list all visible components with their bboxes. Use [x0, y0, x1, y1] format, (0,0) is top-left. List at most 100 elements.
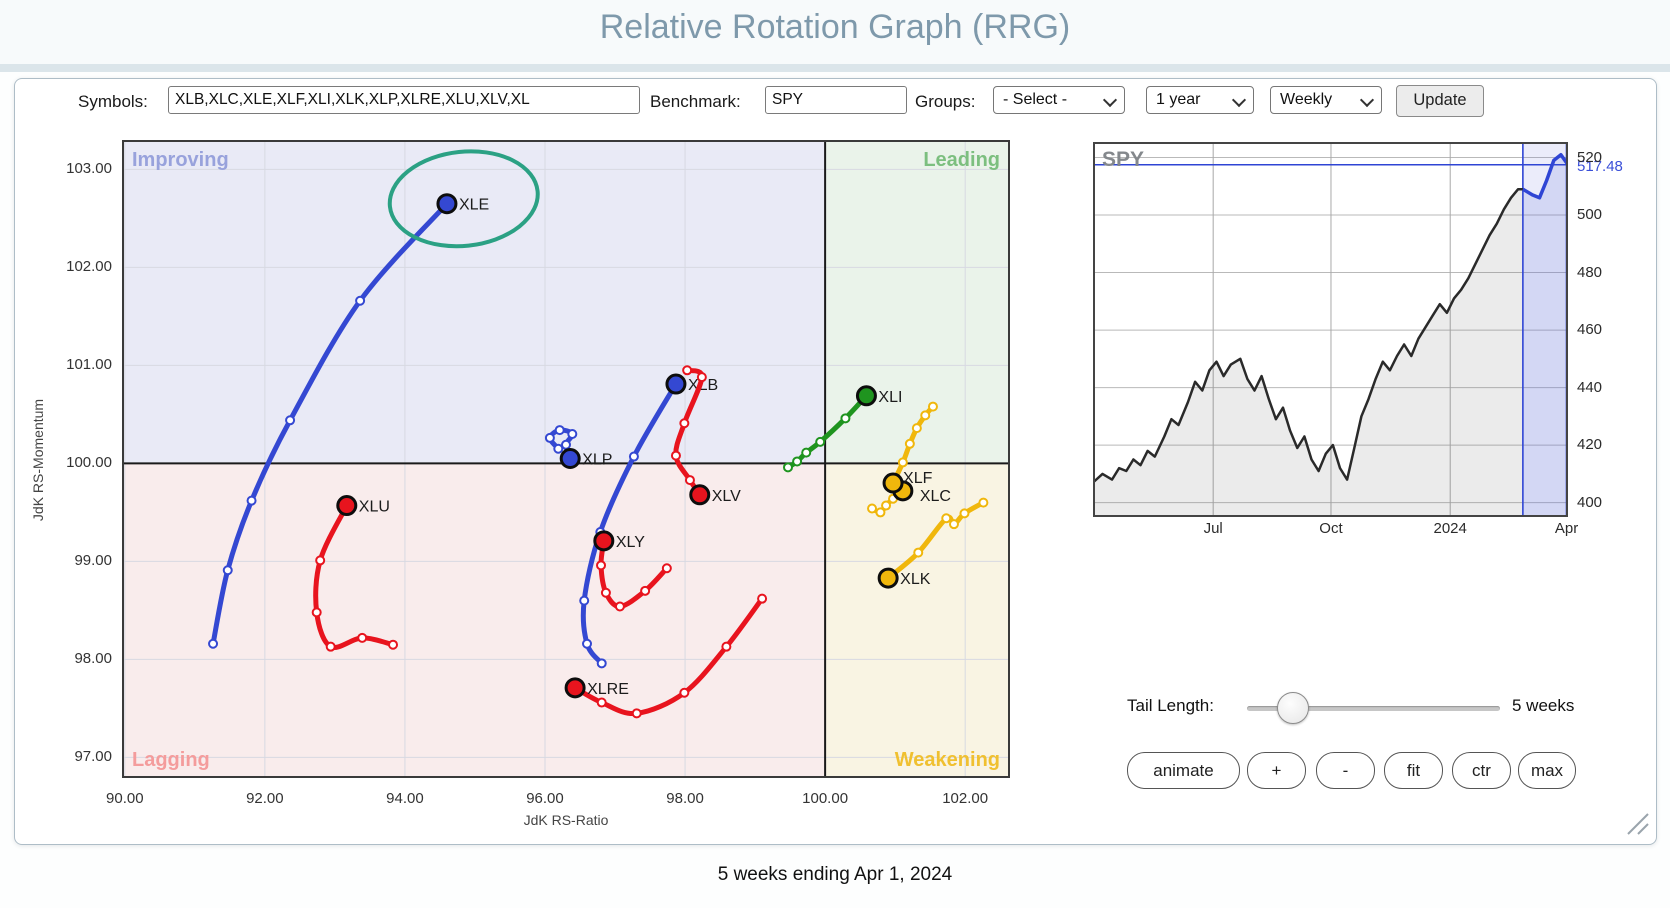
rrg-tail-point-XLY: [600, 587, 611, 598]
rrg-marker-label-XLC: XLC: [920, 488, 951, 505]
spy-y-tick: 520: [1577, 148, 1603, 166]
rrg-tail-point-XLE: [285, 415, 296, 426]
chevron-down-icon: [1359, 92, 1375, 108]
rrg-tail-point-XLV: [684, 475, 695, 486]
rrg-tail-point-XLI: [801, 447, 812, 458]
rrg-tail-point-XLB: [579, 595, 590, 606]
rrg-tail-point-XLC: [875, 507, 886, 518]
rrg-x-tick: 100.00: [802, 790, 849, 807]
rrg-tail-point-XLE: [222, 565, 233, 576]
rrg-x-tick: 96.00: [526, 790, 564, 807]
quadrant-improving: [122, 140, 826, 464]
rrg-tail-point-XLK: [941, 513, 952, 524]
frequency-select[interactable]: Weekly: [1270, 86, 1382, 114]
resize-handle-icon[interactable]: [1622, 808, 1650, 836]
rrg-tail-point-XLP: [553, 443, 564, 454]
rrg-tail-point-XLK: [913, 547, 924, 558]
rrg-tail-point-XLRE: [757, 593, 768, 604]
rrg-marker-XLU[interactable]: [336, 495, 358, 517]
rrg-tail-point-XLK: [959, 508, 970, 519]
rrg-marker-XLK[interactable]: [877, 567, 899, 589]
spy-price-chart[interactable]: [1092, 142, 1570, 522]
symbols-input[interactable]: [168, 86, 640, 114]
footer-caption: 5 weeks ending Apr 1, 2024: [717, 864, 953, 885]
zoom-out-button[interactable]: -: [1316, 752, 1375, 789]
rrg-marker-label-XLF: XLF: [903, 470, 933, 487]
zoom-in-button[interactable]: +: [1247, 752, 1306, 789]
animate-button[interactable]: animate: [1127, 752, 1240, 789]
spy-y-tick: 460: [1577, 321, 1603, 339]
rrg-marker-XLI[interactable]: [855, 385, 877, 407]
rrg-tail-point-XLF: [927, 401, 938, 412]
spy-y-tick: 440: [1577, 378, 1603, 396]
rrg-tail-point-XLF: [897, 457, 908, 468]
rrg-marker-XLV[interactable]: [689, 484, 711, 506]
rrg-tail-point-XLF: [904, 438, 915, 449]
quadrant-weakening: [825, 463, 1010, 778]
rrg-tail-point-XLE: [246, 495, 257, 506]
rrg-y-tick: 97.00: [74, 748, 112, 766]
groups-label: Groups:: [915, 92, 976, 111]
rrg-x-tick: 98.00: [666, 790, 704, 807]
rrg-tail-point-XLE: [355, 295, 366, 306]
rrg-tail-point-XLC: [867, 503, 878, 514]
max-button[interactable]: max: [1518, 752, 1576, 789]
rrg-tail-point-XLF: [920, 410, 931, 421]
rrg-marker-XLB[interactable]: [665, 373, 687, 395]
rrg-tail-point-XLB: [628, 451, 639, 462]
rrg-tail-point-XLU: [357, 632, 368, 643]
chevron-down-icon: [1231, 92, 1247, 108]
rrg-y-tick: 101.00: [66, 356, 112, 374]
rrg-tail-point-XLI: [815, 436, 826, 447]
spy-y-tick: 500: [1577, 206, 1603, 224]
benchmark-input[interactable]: [765, 86, 907, 114]
rrg-tail-point-XLP: [554, 425, 565, 436]
rrg-tail-point-XLU: [325, 641, 336, 652]
rrg-marker-XLP[interactable]: [559, 448, 581, 470]
ctr-button[interactable]: ctr: [1452, 752, 1511, 789]
rrg-tail-point-XLK: [978, 497, 989, 508]
spy-y-tick: 420: [1577, 436, 1603, 454]
rrg-tail-point-XLV: [682, 365, 693, 376]
rrg-marker-label-XLP: XLP: [582, 452, 612, 469]
rrg-tail-point-XLV: [679, 418, 690, 429]
rrg-marker-XLF[interactable]: [882, 472, 904, 494]
fit-button[interactable]: fit: [1384, 752, 1443, 789]
tail-length-slider-track[interactable]: [1247, 706, 1500, 711]
spy-price-line-highlight: [1521, 152, 1570, 200]
chevron-down-icon: [1102, 92, 1118, 108]
rrg-x-tick: 92.00: [246, 790, 284, 807]
rrg-x-tick: 94.00: [386, 790, 424, 807]
rrg-tail-point-XLP: [561, 439, 571, 450]
rrg-chart[interactable]: Improving Leading Lagging Weakening XLE XLB XL…: [122, 140, 1010, 783]
rrg-marker-XLY[interactable]: [593, 530, 615, 552]
update-button[interactable]: Update: [1396, 85, 1484, 117]
rrg-tail-point-XLI: [783, 462, 793, 473]
rrg-marker-label-XLY: XLY: [616, 534, 645, 551]
period-select[interactable]: 1 year: [1146, 86, 1254, 114]
rrg-tail-point-XLY: [640, 585, 651, 596]
rrg-tail-point-XLRE: [596, 697, 607, 708]
rrg-tail-point-XLF: [911, 423, 922, 434]
rrg-tail-point-XLC: [881, 500, 892, 511]
rrg-x-tick: 90.00: [106, 790, 144, 807]
rrg-y-tick: 103.00: [66, 160, 112, 178]
rrg-marker-label-XLI: XLI: [878, 389, 902, 406]
rrg-marker-XLRE[interactable]: [564, 677, 586, 699]
rrg-x-tick: 102.00: [942, 790, 989, 807]
quadrant-label-lagging: Lagging: [132, 749, 210, 771]
groups-select[interactable]: - Select -: [993, 86, 1125, 114]
rrg-marker-label-XLV: XLV: [712, 488, 741, 505]
tail-length-value: 5 weeks: [1512, 696, 1575, 715]
spy-x-tick: Apr: [1554, 520, 1579, 537]
page-title: Relative Rotation Graph (RRG): [599, 8, 1071, 46]
spy-symbol-label: SPY: [1102, 148, 1145, 171]
spy-last-price-label: 517.48: [1577, 158, 1623, 175]
rrg-tail-point-XLRE: [721, 641, 732, 652]
quadrant-label-weakening: Weakening: [895, 749, 1000, 771]
tail-length-slider-thumb[interactable]: [1277, 692, 1309, 724]
rrg-tail-point-XLE: [208, 638, 219, 649]
rrg-tail-point-XLU: [315, 555, 326, 566]
rrg-marker-XLE[interactable]: [436, 193, 458, 215]
spy-y-tick: 400: [1577, 493, 1603, 511]
